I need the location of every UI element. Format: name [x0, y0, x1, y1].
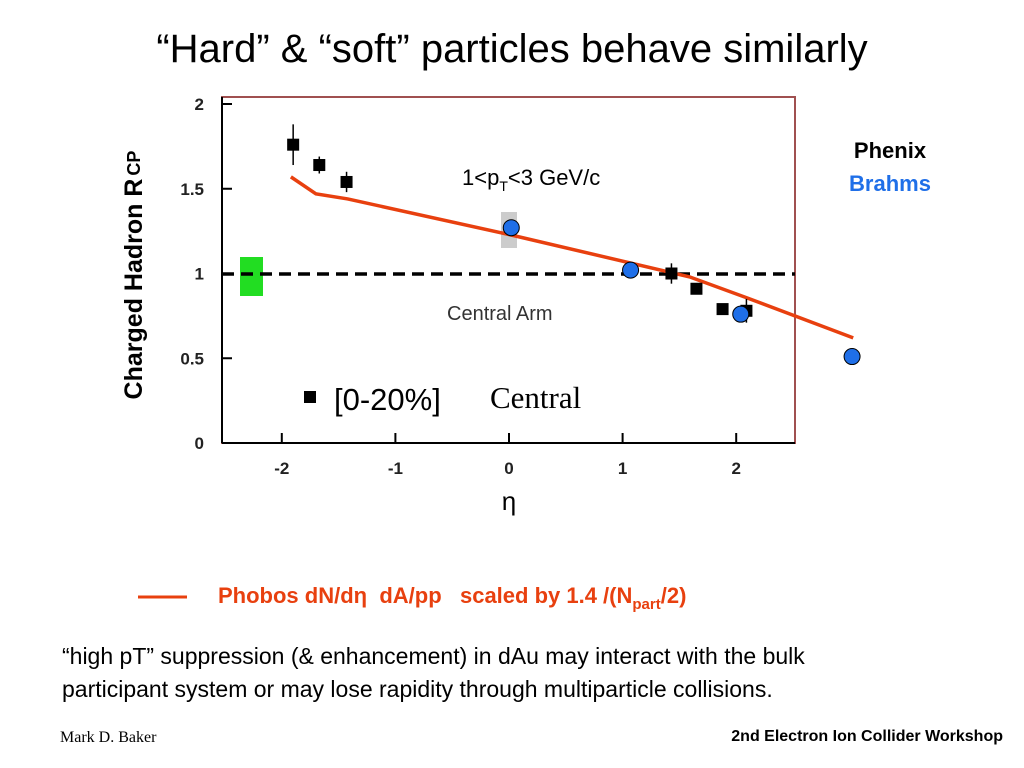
data-line [289, 175, 854, 340]
x-tick-label: 1 [618, 459, 627, 478]
legend-marker [304, 391, 316, 403]
legend-entry: Brahms [849, 171, 931, 196]
y-tick-label: 1.5 [180, 180, 204, 199]
annotation: [0-20%] [334, 382, 441, 417]
y-tick-label: 2 [195, 95, 204, 114]
footer-left: Mark D. Baker [60, 729, 157, 746]
y-axis-label: Charged Hadron RCP [120, 151, 148, 400]
data-point [665, 267, 678, 280]
x-tick-label: -2 [274, 459, 289, 478]
legend-entry: Phobos dN/dη dA/pp scaled by 1.4 /(Npart… [218, 583, 686, 613]
y-tick-label: 0 [195, 434, 204, 453]
data-point [843, 348, 861, 366]
slide-title: “Hard” & “soft” particles behave similar… [156, 27, 867, 71]
annotation: Central [490, 380, 581, 415]
x-axis-label: η [502, 486, 516, 516]
data-point [690, 282, 703, 295]
data-point [622, 261, 640, 279]
data-point [716, 303, 729, 316]
data-point [340, 175, 353, 188]
body-text: “high pT” suppression (& enhancement) in… [62, 643, 805, 669]
footer-right: 2nd Electron Ion Collider Workshop [731, 728, 1003, 745]
body-text: participant system or may lose rapidity … [62, 676, 773, 702]
annotation: 1<pT<3 GeV/c [462, 165, 600, 194]
y-tick-label: 1 [195, 265, 204, 284]
x-tick-label: 0 [504, 459, 513, 478]
legend-entry: Phenix [854, 138, 927, 163]
data-point [313, 159, 326, 172]
x-tick-label: -1 [388, 459, 403, 478]
data-point [502, 219, 520, 237]
annotation: Central Arm [447, 303, 553, 325]
x-tick-label: 2 [731, 459, 740, 478]
data-point [732, 305, 750, 323]
norm-box [240, 257, 263, 296]
y-tick-label: 0.5 [180, 349, 204, 368]
data-point [287, 138, 300, 151]
